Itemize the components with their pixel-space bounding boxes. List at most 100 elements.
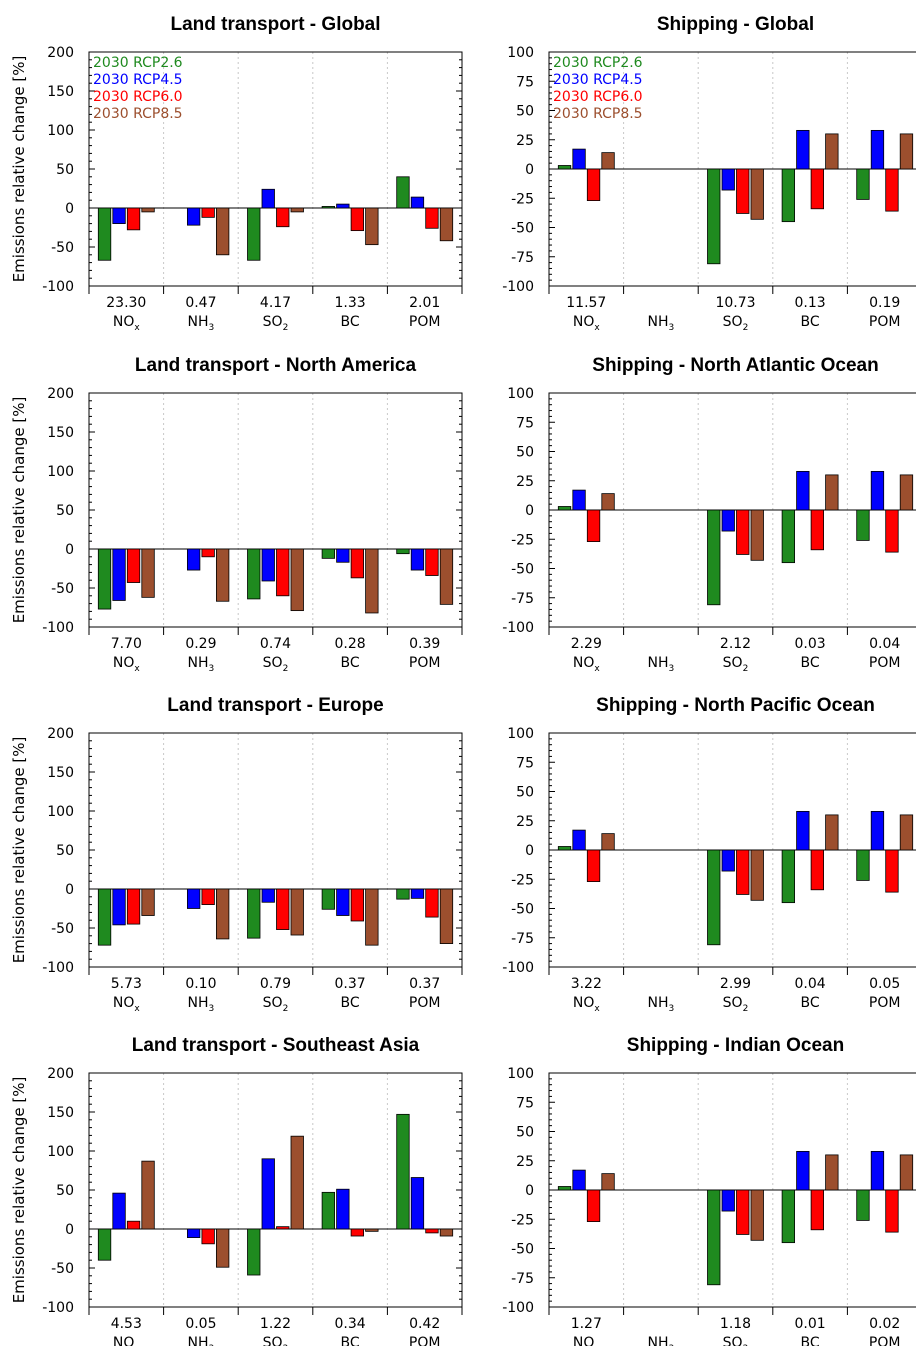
y-tick-label: 200 xyxy=(47,1066,74,1082)
bar-pom-rcp4-5 xyxy=(410,548,425,571)
category-label-pom: POM xyxy=(869,995,901,1011)
panel-shipping-north-pacific-ocean: Shipping - North Pacific Ocean 100 75 50 25 0… xyxy=(502,695,916,1014)
y-tick-label: 100 xyxy=(47,1144,74,1160)
bar-bc-rcp4-5 xyxy=(796,129,810,170)
y-tick-label: 200 xyxy=(47,45,74,61)
bar-bc-rcp2-6 xyxy=(321,206,336,209)
bar-pom-rcp6-0 xyxy=(885,1189,899,1233)
category-total: 0.29 xyxy=(185,636,216,652)
bar-pom-rcp4-5 xyxy=(870,129,885,170)
category-label-nh3: NH3 xyxy=(648,655,675,674)
bar-so2-rcp2-6 xyxy=(247,207,261,261)
y-axis-label: Emissions relative change [%] xyxy=(10,56,28,283)
bar-so2-rcp6-0 xyxy=(736,1189,750,1235)
y-tick-label: 200 xyxy=(47,726,74,742)
bar-so2-rcp6-0 xyxy=(736,509,750,555)
y-tick-label: 50 xyxy=(516,104,534,120)
bar-bc-rcp6-0 xyxy=(810,1189,824,1231)
bar-bc-rcp6-0 xyxy=(350,888,365,922)
y-tick-label: 100 xyxy=(47,464,74,480)
bar-pom-rcp6-0 xyxy=(425,548,439,576)
category-total: 3.22 xyxy=(571,976,602,992)
bar-nox-rcp2-6 xyxy=(97,1228,112,1261)
bar-nh3-rcp4-5 xyxy=(186,1228,201,1238)
bar-pom-rcp8-5 xyxy=(899,133,914,170)
bar-nox-rcp8-5 xyxy=(601,1173,615,1191)
bar-so2-rcp8-5 xyxy=(750,168,764,220)
bar-nox-rcp2-6 xyxy=(557,846,572,851)
bar-bc-rcp4-5 xyxy=(796,470,810,511)
bar-bc-rcp2-6 xyxy=(781,168,795,223)
bar-pom-rcp6-0 xyxy=(885,509,899,553)
category-total: 0.05 xyxy=(185,1316,216,1332)
y-tick-label: -75 xyxy=(511,1271,534,1287)
chart-title: Shipping - Global xyxy=(657,14,814,35)
y-tick-label: 50 xyxy=(516,785,534,801)
bar-so2-rcp4-5 xyxy=(261,188,275,209)
category-total: 0.05 xyxy=(869,976,900,992)
category-label-bc: BC xyxy=(801,655,820,671)
bar-pom-rcp4-5 xyxy=(410,1177,425,1230)
category-total: 0.37 xyxy=(409,976,440,992)
bar-bc-rcp6-0 xyxy=(810,849,824,891)
y-tick-label: 0 xyxy=(525,1183,534,1199)
bar-bc-rcp6-0 xyxy=(350,1228,365,1237)
category-label-nox: NOx xyxy=(113,995,141,1014)
bar-bc-rcp8-5 xyxy=(825,814,839,851)
bar-so2-rcp2-6 xyxy=(707,849,721,946)
category-label-nh3: NH3 xyxy=(648,314,675,333)
category-total: 2.29 xyxy=(571,636,602,652)
category-total: 0.74 xyxy=(260,636,291,652)
category-label-pom: POM xyxy=(869,1335,901,1346)
bar-nox-rcp4-5 xyxy=(572,148,586,170)
bar-so2-rcp4-5 xyxy=(261,548,275,582)
category-label-bc: BC xyxy=(801,995,820,1011)
bar-nox-rcp2-6 xyxy=(557,506,572,511)
y-tick-label: -25 xyxy=(511,872,534,888)
bar-bc-rcp2-6 xyxy=(781,509,795,564)
y-tick-label: 25 xyxy=(516,474,534,490)
bar-pom-rcp4-5 xyxy=(870,470,885,511)
category-total: 1.18 xyxy=(720,1316,751,1332)
y-tick-label: 100 xyxy=(47,123,74,139)
bar-nh3-rcp8-5 xyxy=(215,207,230,256)
bar-so2-rcp8-5 xyxy=(290,207,304,213)
category-label-pom: POM xyxy=(409,655,441,671)
bar-so2-rcp8-5 xyxy=(290,888,304,936)
bar-nox-rcp2-6 xyxy=(557,1186,572,1191)
bar-nh3-rcp4-5 xyxy=(186,888,201,909)
bar-nox-rcp4-5 xyxy=(572,1169,586,1191)
category-label-nh3: NH3 xyxy=(648,995,675,1014)
y-tick-label: 0 xyxy=(65,542,74,558)
category-total: 0.79 xyxy=(260,976,291,992)
category-total: 10.73 xyxy=(715,295,755,311)
panel-shipping-north-atlantic-ocean: Shipping - North Atlantic Ocean 100 75 50 25… xyxy=(502,355,916,674)
bar-so2-rcp6-0 xyxy=(736,849,750,895)
bar-nox-rcp4-5 xyxy=(572,829,586,851)
y-tick-label: -75 xyxy=(511,250,534,266)
y-tick-label: 0 xyxy=(525,503,534,519)
panel-land-transport-southeast-asia: Land transport - Southeast Asia 200 150 100… xyxy=(10,1035,463,1346)
bar-nox-rcp8-5 xyxy=(141,207,155,213)
category-label-so2: SO2 xyxy=(263,655,289,674)
category-label-nox: NOx xyxy=(573,655,601,674)
category-label-bc: BC xyxy=(801,314,820,330)
chart-title: Land transport - Global xyxy=(170,14,380,35)
y-tick-label: 0 xyxy=(65,1222,74,1238)
category-total: 4.17 xyxy=(260,295,291,311)
category-label-bc: BC xyxy=(341,995,360,1011)
bar-bc-rcp8-5 xyxy=(365,1228,379,1232)
bar-nox-rcp4-5 xyxy=(572,489,586,511)
bar-bc-rcp6-0 xyxy=(810,168,824,210)
bar-pom-rcp8-5 xyxy=(439,548,454,605)
y-tick-label: 50 xyxy=(56,162,74,178)
category-label-nox: NOx xyxy=(573,314,601,333)
bar-nh3-rcp4-5 xyxy=(186,548,201,571)
bar-bc-rcp2-6 xyxy=(781,849,795,904)
bar-so2-rcp4-5 xyxy=(721,168,735,191)
y-tick-label: 75 xyxy=(516,415,534,431)
category-label-nox: NOx xyxy=(573,1335,601,1346)
bar-bc-rcp8-5 xyxy=(365,548,379,614)
category-total: 0.04 xyxy=(795,976,826,992)
plot-frame xyxy=(88,732,463,968)
